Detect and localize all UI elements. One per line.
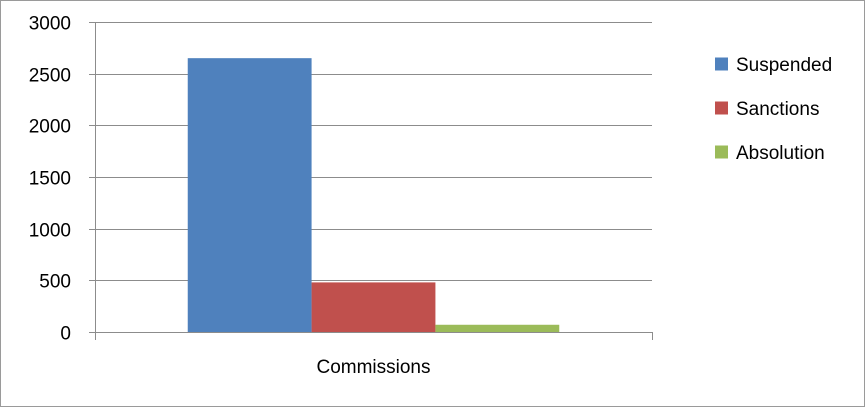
legend-label-sanctions: Sanctions xyxy=(736,99,819,120)
legend-label-suspended: Suspended xyxy=(736,55,832,76)
legend-label-absolution: Absolution xyxy=(736,143,825,164)
y-tick-label: 500 xyxy=(39,272,71,293)
legend-swatch-sanctions xyxy=(715,101,728,115)
bars xyxy=(187,58,560,333)
legend-swatch-absolution xyxy=(715,145,728,159)
gridlines xyxy=(95,22,652,281)
bar-sanctions xyxy=(311,282,436,332)
y-tick-label: 2000 xyxy=(29,117,71,138)
y-axis-tick-labels: 0 500 1000 1500 2000 2500 3000 xyxy=(29,14,71,345)
x-axis-tick-labels: Commissions xyxy=(316,357,430,378)
bar-suspended xyxy=(187,58,312,333)
bar-absolution xyxy=(435,324,560,332)
y-tick-label: 2500 xyxy=(29,66,71,87)
axes xyxy=(89,22,653,340)
y-tick-label: 1000 xyxy=(29,221,71,242)
legend-swatch-suspended xyxy=(715,57,728,71)
y-tick-label: 0 xyxy=(60,324,71,345)
y-tick-label: 1500 xyxy=(29,169,71,190)
legend: Suspended Sanctions Absolution xyxy=(715,55,832,164)
y-tick-label: 3000 xyxy=(29,14,71,35)
x-tick-label: Commissions xyxy=(316,357,430,378)
